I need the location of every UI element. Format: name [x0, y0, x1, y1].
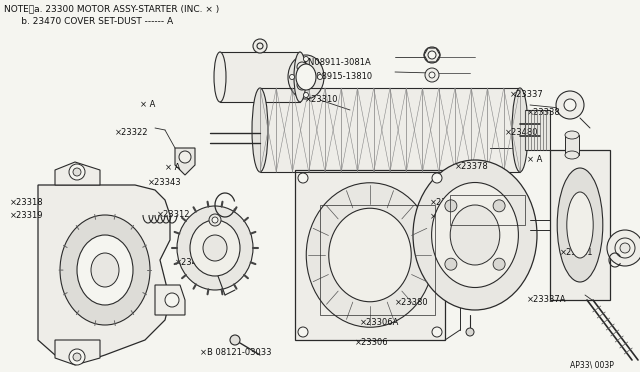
Text: ×23333: ×23333 [430, 212, 464, 221]
Circle shape [298, 173, 308, 183]
Circle shape [445, 200, 457, 212]
Bar [220, 52, 300, 102]
Circle shape [493, 200, 505, 212]
Text: ×23378: ×23378 [455, 162, 489, 171]
Ellipse shape [565, 131, 579, 139]
Circle shape [209, 214, 221, 226]
Circle shape [317, 74, 323, 80]
Polygon shape [38, 185, 170, 360]
Text: ×23337A: ×23337A [527, 295, 566, 304]
Ellipse shape [413, 160, 537, 310]
Bar [525, 110, 550, 150]
Circle shape [424, 47, 440, 63]
Bar [565, 135, 579, 155]
Ellipse shape [252, 88, 268, 172]
Text: × A: × A [527, 155, 542, 164]
Text: ×W08915-13810: ×W08915-13810 [302, 72, 373, 81]
Circle shape [303, 57, 308, 61]
Text: ×23310: ×23310 [305, 95, 339, 104]
Ellipse shape [77, 235, 133, 305]
Circle shape [230, 335, 240, 345]
Ellipse shape [203, 235, 227, 261]
Bar [295, 170, 445, 340]
Text: ×23338: ×23338 [527, 108, 561, 117]
Circle shape [297, 62, 307, 72]
Circle shape [165, 293, 179, 307]
Text: ×23319: ×23319 [10, 211, 44, 220]
Ellipse shape [190, 220, 240, 276]
Bar [260, 88, 520, 172]
Ellipse shape [329, 208, 412, 302]
Circle shape [179, 151, 191, 163]
Ellipse shape [512, 88, 528, 172]
Ellipse shape [91, 253, 119, 287]
Text: ×23322: ×23322 [115, 128, 148, 137]
Circle shape [432, 327, 442, 337]
Circle shape [466, 328, 474, 336]
Circle shape [620, 243, 630, 253]
Bar [320, 205, 435, 315]
Polygon shape [55, 162, 100, 185]
Circle shape [69, 164, 85, 180]
Ellipse shape [296, 64, 316, 90]
Circle shape [289, 74, 294, 80]
Circle shape [253, 39, 267, 53]
Circle shape [432, 173, 442, 183]
Circle shape [429, 72, 435, 78]
Ellipse shape [557, 168, 603, 282]
Circle shape [297, 80, 307, 90]
Text: b. 23470 COVER SET-DUST ------ A: b. 23470 COVER SET-DUST ------ A [4, 17, 173, 26]
Text: ×23465: ×23465 [175, 258, 209, 267]
Circle shape [425, 68, 439, 82]
Circle shape [615, 238, 635, 258]
Circle shape [298, 327, 308, 337]
Text: ×N08911-3081A: ×N08911-3081A [302, 58, 372, 67]
Circle shape [212, 217, 218, 223]
Text: ×23480: ×23480 [505, 128, 538, 137]
Ellipse shape [431, 183, 518, 288]
Text: ×23343: ×23343 [148, 178, 182, 187]
Ellipse shape [214, 52, 226, 102]
Text: × A: × A [165, 163, 180, 172]
Ellipse shape [307, 183, 434, 327]
Polygon shape [55, 340, 100, 365]
Text: ×23312: ×23312 [157, 210, 191, 219]
Circle shape [445, 258, 457, 270]
Bar [550, 150, 610, 300]
Ellipse shape [565, 151, 579, 159]
Circle shape [564, 99, 576, 111]
Circle shape [556, 91, 584, 119]
Ellipse shape [294, 52, 306, 102]
Polygon shape [155, 285, 185, 315]
Circle shape [69, 349, 85, 365]
Circle shape [607, 230, 640, 266]
Circle shape [493, 258, 505, 270]
Ellipse shape [450, 205, 500, 265]
Text: ×23337: ×23337 [510, 90, 544, 99]
Ellipse shape [177, 206, 253, 290]
Text: × A: × A [140, 100, 156, 109]
Text: ×23321: ×23321 [560, 248, 593, 257]
Bar [450, 195, 525, 225]
Polygon shape [175, 148, 195, 175]
Text: ×23306: ×23306 [355, 338, 388, 347]
Circle shape [73, 168, 81, 176]
Circle shape [428, 51, 436, 59]
Text: ×23318: ×23318 [10, 198, 44, 207]
Text: NOTE、a. 23300 MOTOR ASSY-STARTER (INC. × ): NOTE、a. 23300 MOTOR ASSY-STARTER (INC. ×… [4, 4, 220, 13]
Ellipse shape [567, 192, 593, 258]
Text: AP33\ 003P: AP33\ 003P [570, 360, 614, 369]
Polygon shape [424, 48, 440, 62]
Text: ×23379: ×23379 [430, 198, 463, 207]
Circle shape [303, 93, 308, 97]
Ellipse shape [288, 55, 324, 99]
Circle shape [73, 353, 81, 361]
Text: ×B 08121-03033: ×B 08121-03033 [200, 348, 271, 357]
Text: ×23306A: ×23306A [360, 318, 399, 327]
Ellipse shape [60, 215, 150, 325]
Circle shape [257, 43, 263, 49]
Text: ×23380: ×23380 [395, 298, 429, 307]
